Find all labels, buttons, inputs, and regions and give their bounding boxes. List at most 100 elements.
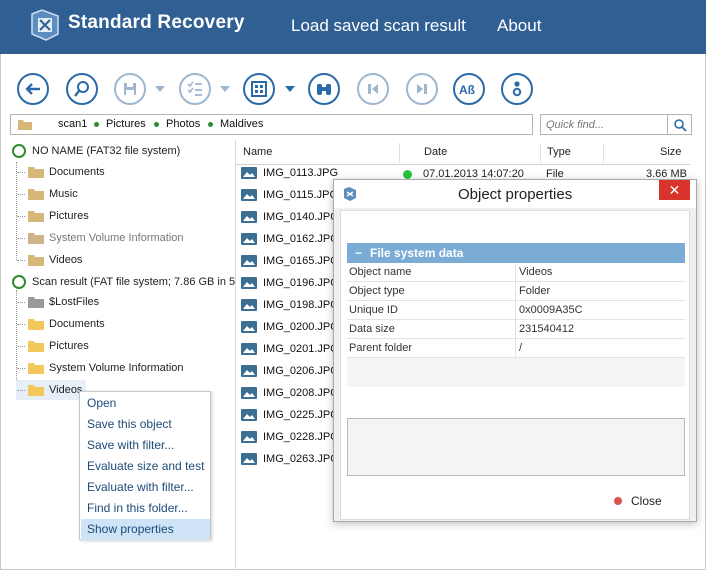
checklist-button[interactable] <box>179 73 211 105</box>
breadcrumb-item[interactable]: Maldives <box>220 118 264 130</box>
property-value: Folder <box>519 285 551 297</box>
previous-button[interactable] <box>357 73 389 105</box>
file-row[interactable]: IMG_0228.JPG <box>236 426 690 448</box>
tree-item-videos-selected[interactable]: Videos <box>16 380 86 400</box>
dialog-close-x-button[interactable]: ✕ <box>659 180 690 200</box>
folder-icon <box>28 341 44 352</box>
property-key: Unique ID <box>349 304 398 316</box>
folder-icon <box>28 233 44 244</box>
folder-icon <box>28 211 44 222</box>
file-name: IMG_0263.JPG <box>263 453 339 465</box>
folder-icon <box>28 297 44 308</box>
object-properties-dialog: Object properties ✕ − File system data Ob… <box>333 179 697 522</box>
file-row[interactable]: IMG_0196.JPG <box>236 272 690 294</box>
breadcrumb-item[interactable]: Photos <box>166 118 201 130</box>
file-name: IMG_0228.JPG <box>263 431 339 443</box>
breadcrumb-item[interactable]: scan1 <box>58 118 88 130</box>
file-row[interactable]: IMG_0162.JPG <box>236 228 690 250</box>
checklist-dropdown-arrow[interactable] <box>220 86 230 92</box>
breadcrumb-item[interactable]: Pictures <box>106 118 146 130</box>
file-name: IMG_0208.JPG <box>263 387 339 399</box>
property-row: Object type Folder <box>347 282 685 301</box>
file-name: IMG_0140.JPG <box>263 211 339 223</box>
image-file-icon <box>241 409 257 421</box>
property-row: Object name Videos <box>347 263 685 282</box>
file-row[interactable]: IMG_0200.JPG <box>236 316 690 338</box>
menu-evaluate-filter[interactable]: Evaluate with filter... <box>87 480 194 494</box>
quick-find-input[interactable] <box>540 114 668 135</box>
property-key: Object type <box>349 285 405 297</box>
image-file-icon <box>241 211 257 223</box>
menu-evaluate-size[interactable]: Evaluate size and test <box>87 459 205 473</box>
property-key: Data size <box>349 323 395 335</box>
image-file-icon <box>241 255 257 267</box>
app-header: Standard Recovery Load saved scan result… <box>0 0 706 54</box>
file-row[interactable]: IMG_0198.JPG <box>236 294 690 316</box>
file-row[interactable]: IMG_0208.JPG <box>236 382 690 404</box>
context-menu: Open Save this object Save with filter..… <box>79 391 211 540</box>
image-file-icon <box>241 387 257 399</box>
dialog-titlebar[interactable]: Object properties ✕ <box>334 180 696 208</box>
file-name: IMG_0165.JPG <box>263 255 339 267</box>
view-mode-button[interactable] <box>243 73 275 105</box>
svg-text:Aß: Aß <box>459 83 475 97</box>
description-box <box>347 418 685 476</box>
folder-icon <box>28 189 44 200</box>
image-file-icon <box>241 233 257 245</box>
column-date[interactable]: Date <box>424 146 448 158</box>
file-name: IMG_0113.JPG <box>263 167 338 179</box>
search-button-toolbar[interactable] <box>308 73 340 105</box>
close-dot-icon <box>614 497 622 505</box>
file-row[interactable]: IMG_0206.JPG <box>236 360 690 382</box>
menu-show-properties[interactable]: Show properties <box>81 519 210 540</box>
menu-save-with-filter[interactable]: Save with filter... <box>87 438 175 452</box>
image-file-icon <box>241 343 257 355</box>
dialog-close-button[interactable]: Close <box>614 494 662 508</box>
save-button[interactable] <box>114 73 146 105</box>
checklist-icon <box>187 81 202 96</box>
file-list-header: Name Date Type Size <box>236 141 690 165</box>
scan-result-icon <box>12 275 26 289</box>
toolbar: Aß <box>0 60 706 112</box>
info-button[interactable] <box>501 73 533 105</box>
file-row[interactable]: IMG_0113.JPG <box>236 162 690 184</box>
next-button[interactable] <box>406 73 438 105</box>
menu-find-in-folder[interactable]: Find in this folder... <box>87 501 188 515</box>
case-sensitive-button[interactable]: Aß <box>453 73 485 105</box>
file-row[interactable]: IMG_0225.JPG <box>236 404 690 426</box>
save-dropdown-arrow[interactable] <box>155 86 165 92</box>
next-icon <box>417 84 427 94</box>
file-row[interactable]: IMG_0165.JPG <box>236 250 690 272</box>
file-row[interactable]: IMG_0263.JPG <box>236 448 690 470</box>
file-name: IMG_0200.JPG <box>263 321 339 333</box>
image-file-icon <box>241 453 257 465</box>
info-icon <box>512 81 522 97</box>
menu-about[interactable]: About <box>497 16 542 35</box>
view-mode-dropdown-arrow[interactable] <box>285 86 295 92</box>
column-name[interactable]: Name <box>243 146 273 158</box>
file-row[interactable]: IMG_0115.JPG <box>236 184 690 206</box>
folder-icon <box>28 255 44 266</box>
file-size: 3.66 MB <box>646 168 687 180</box>
file-row[interactable]: IMG_0140.JPG <box>236 206 690 228</box>
property-key: Object name <box>349 266 412 278</box>
quick-find-button[interactable] <box>668 114 692 135</box>
column-type[interactable]: Type <box>547 146 571 158</box>
image-file-icon <box>241 277 257 289</box>
group-header[interactable]: − File system data <box>347 243 685 263</box>
back-button[interactable] <box>17 73 49 105</box>
column-size[interactable]: Size <box>660 146 682 158</box>
breadcrumb: scan1 Pictures Photos Maldives <box>10 114 533 135</box>
menu-save-this-object[interactable]: Save this object <box>87 417 172 431</box>
find-button[interactable] <box>66 73 98 105</box>
file-row[interactable]: IMG_0201.JPG <box>236 338 690 360</box>
breadcrumb-separator <box>154 122 159 127</box>
image-file-icon <box>241 189 257 201</box>
breadcrumb-separator <box>208 122 213 127</box>
folder-icon <box>28 385 44 396</box>
menu-open[interactable]: Open <box>87 396 117 410</box>
menu-load-scan[interactable]: Load saved scan result <box>291 16 466 35</box>
dialog-title: Object properties <box>458 186 573 203</box>
pane-divider[interactable] <box>235 140 236 570</box>
binoculars-icon <box>317 84 331 95</box>
